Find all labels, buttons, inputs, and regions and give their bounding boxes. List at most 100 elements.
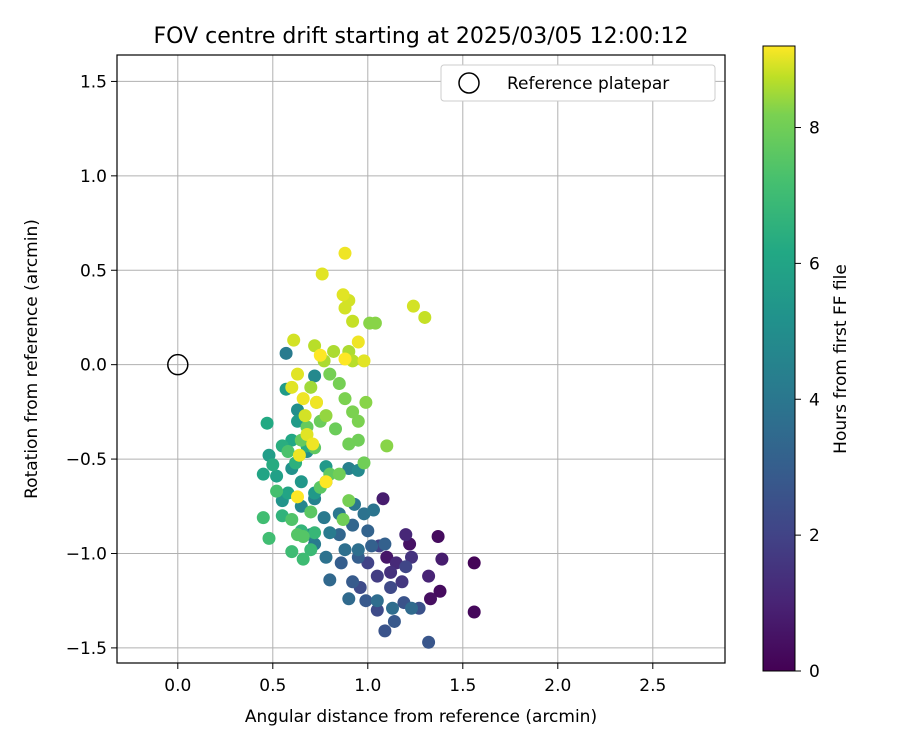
data-point — [467, 556, 481, 570]
data-point — [431, 529, 445, 543]
data-point — [308, 339, 322, 353]
data-point — [384, 565, 398, 579]
data-point — [327, 344, 341, 358]
x-tick-label: 1.0 — [354, 676, 381, 696]
data-point — [294, 475, 308, 489]
colorbar-tick-label: 8 — [809, 119, 820, 139]
data-point — [351, 543, 365, 557]
data-point — [338, 246, 352, 260]
colorbar-tick-label: 2 — [809, 526, 820, 546]
x-tick-label: 1.5 — [449, 676, 476, 696]
data-point — [296, 529, 310, 543]
data-point — [424, 592, 437, 606]
data-point — [291, 490, 304, 504]
colorbar-tick-label: 4 — [809, 390, 820, 410]
y-tick-label: 0.5 — [80, 261, 107, 281]
data-point — [300, 428, 314, 442]
data-point — [370, 594, 384, 608]
data-point — [323, 367, 337, 381]
y-tick-label: 1.0 — [80, 167, 107, 187]
plot-frame — [116, 54, 726, 664]
data-point — [386, 601, 399, 615]
colorbar-tick-label: 6 — [809, 254, 820, 274]
data-point — [384, 580, 398, 594]
data-point — [296, 552, 310, 566]
data-point — [319, 409, 333, 423]
data-point — [405, 601, 418, 615]
data-point — [342, 592, 356, 606]
legend: Reference platepar — [440, 64, 716, 102]
colorbar-tick-label: 0 — [809, 662, 820, 682]
data-point — [367, 503, 380, 517]
data-point — [370, 569, 384, 583]
x-tick-label: 2.5 — [639, 676, 666, 696]
data-point — [376, 492, 390, 506]
data-point — [361, 524, 375, 538]
data-point — [418, 310, 432, 324]
y-axis-label: Rotation from reference (arcmin) — [22, 219, 42, 499]
data-point — [291, 367, 304, 381]
data-point — [281, 445, 295, 459]
data-point — [422, 569, 436, 583]
y-axis-ticks: −1.5 −1.0 −0.5 0.0 0.5 1.0 1.5 — [66, 72, 117, 659]
legend-box — [440, 64, 716, 102]
x-tick-label: 0.0 — [164, 676, 191, 696]
data-point — [368, 316, 382, 330]
x-tick-label: 0.5 — [259, 676, 286, 696]
grid-lines — [117, 55, 725, 663]
data-point — [279, 346, 293, 360]
data-point — [338, 543, 352, 557]
data-point — [262, 531, 276, 545]
legend-label-reference: Reference platepar — [507, 74, 669, 94]
data-point — [338, 352, 352, 366]
data-point — [378, 624, 392, 638]
data-point — [319, 475, 333, 489]
data-point — [285, 380, 299, 394]
data-point — [313, 348, 327, 362]
data-point — [332, 377, 346, 391]
data-point — [342, 494, 356, 508]
y-tick-label: 0.0 — [80, 356, 107, 376]
data-point — [395, 575, 409, 589]
x-axis-label: Angular distance from reference (arcmin) — [245, 707, 597, 727]
x-tick-label: 2.0 — [544, 676, 571, 696]
data-point — [323, 526, 337, 540]
data-point — [298, 409, 312, 423]
data-point — [334, 556, 348, 570]
data-point — [405, 550, 418, 564]
data-point — [308, 526, 322, 540]
data-point — [380, 550, 394, 564]
y-tick-label: −1.0 — [66, 544, 107, 564]
data-point — [306, 437, 320, 451]
data-point — [323, 573, 337, 587]
data-point — [270, 484, 284, 498]
colorbar-label: Hours from first FF file — [831, 264, 851, 454]
data-point — [378, 537, 392, 551]
data-point — [336, 512, 350, 526]
y-tick-label: 1.5 — [80, 72, 107, 92]
data-point — [317, 511, 331, 525]
data-point — [338, 392, 352, 406]
data-point — [310, 395, 323, 409]
data-point — [319, 550, 333, 564]
data-point — [357, 456, 371, 470]
data-point — [359, 395, 373, 409]
chart-title: FOV centre drift starting at 2025/03/05 … — [154, 24, 689, 49]
data-point — [266, 458, 280, 472]
data-point — [346, 405, 360, 419]
legend-marker-reference — [458, 72, 480, 94]
data-point — [406, 299, 420, 313]
data-point — [304, 505, 318, 519]
data-point — [285, 433, 299, 447]
data-point — [361, 556, 375, 570]
y-tick-label: −1.5 — [66, 639, 107, 659]
data-point — [399, 528, 413, 542]
data-point — [351, 414, 365, 428]
data-point — [292, 448, 306, 462]
reference-platepar-marker — [167, 353, 189, 376]
data-point — [315, 267, 329, 281]
data-point — [399, 560, 413, 574]
data-point — [270, 469, 284, 483]
colorbar-gradient — [762, 45, 796, 672]
